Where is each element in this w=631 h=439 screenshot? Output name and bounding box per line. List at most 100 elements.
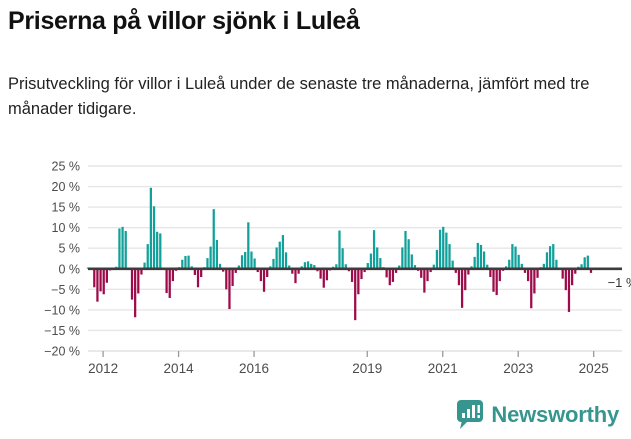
- bar: [124, 230, 127, 269]
- y-tick-label: −20 %: [44, 345, 80, 359]
- bar: [212, 209, 215, 269]
- bar: [398, 265, 401, 269]
- y-tick-label: 20 %: [52, 180, 81, 194]
- bar: [467, 268, 470, 275]
- bar: [130, 268, 134, 300]
- bar: [498, 268, 501, 282]
- bar: [196, 268, 200, 288]
- bar: [479, 244, 483, 269]
- bar: [564, 268, 567, 291]
- bar: [445, 232, 448, 269]
- bar: [486, 264, 489, 269]
- bar: [206, 258, 209, 269]
- bar: [520, 263, 523, 269]
- bar: [394, 268, 398, 273]
- bar: [143, 262, 146, 269]
- bar: [99, 268, 102, 292]
- bar: [523, 268, 527, 273]
- bar: [580, 264, 583, 269]
- bar: [275, 247, 278, 269]
- bar: [231, 268, 234, 287]
- bar: [288, 265, 291, 269]
- bar: [338, 230, 341, 269]
- bar: [570, 268, 574, 286]
- bar: [262, 268, 266, 292]
- bar: [215, 240, 219, 269]
- bar: [344, 264, 347, 269]
- bar: [218, 263, 222, 269]
- bar: [93, 268, 96, 288]
- bar: [244, 251, 247, 269]
- bar: [495, 268, 498, 296]
- bar: [442, 226, 445, 269]
- bar: [457, 268, 461, 286]
- bar: [247, 222, 250, 269]
- bar: [291, 268, 294, 274]
- x-tick-label: 2021: [428, 361, 458, 376]
- newsworthy-logo[interactable]: Newsworthy: [457, 400, 619, 430]
- bar: [152, 206, 156, 269]
- bar: [272, 258, 275, 269]
- bar: [536, 268, 539, 278]
- bar: [313, 265, 316, 269]
- bar: [165, 268, 168, 294]
- y-tick-label: 10 %: [52, 221, 81, 235]
- bar: [407, 239, 410, 269]
- bar: [552, 244, 555, 269]
- bar: [322, 268, 325, 288]
- y-tick-label: 25 %: [52, 160, 81, 174]
- bar: [561, 268, 564, 279]
- bar: [228, 268, 231, 310]
- bar: [325, 268, 329, 281]
- bar: [284, 252, 288, 269]
- bar: [545, 252, 549, 269]
- y-tick-label: 0 %: [58, 262, 80, 276]
- bar-series: [86, 187, 593, 321]
- bar: [156, 231, 159, 269]
- bar: [388, 268, 391, 286]
- bar: [297, 268, 300, 274]
- bar: [391, 268, 395, 282]
- newsworthy-bar-chart-bubble-icon: [457, 400, 484, 429]
- y-axis-ticks: 25 % 20 % 15 % 10 % 5 % 0 % −5 % −10 % −15 % −20 …: [44, 160, 80, 359]
- bar: [350, 268, 354, 282]
- bar: [401, 247, 404, 269]
- bar: [508, 259, 511, 269]
- x-tick-label: 2014: [164, 361, 195, 376]
- bar: [464, 268, 467, 291]
- bar: [225, 268, 228, 290]
- bar: [118, 228, 121, 269]
- bar: [281, 235, 285, 269]
- chart-svg: 25 % 20 % 15 % 10 % 5 % 0 % −5 % −10 % −15 % −20 …: [44, 160, 631, 377]
- bar: [354, 268, 357, 321]
- bar: [259, 268, 263, 282]
- bar: [482, 251, 486, 269]
- y-tick-label: 15 %: [52, 201, 81, 215]
- bar: [310, 263, 313, 269]
- bar: [105, 268, 108, 283]
- bar: [357, 268, 360, 295]
- bar: [426, 268, 429, 282]
- bar: [583, 257, 586, 269]
- bar: [171, 268, 175, 282]
- bar: [533, 268, 536, 294]
- bar: [410, 254, 413, 269]
- bar: [193, 268, 197, 275]
- bar: [530, 268, 533, 309]
- bar: [376, 247, 379, 269]
- bar: [473, 256, 476, 269]
- bar: [187, 255, 190, 269]
- bar: [146, 244, 149, 269]
- bar: [200, 268, 203, 277]
- bar: [306, 261, 310, 269]
- bar: [102, 268, 105, 295]
- gridlines: [88, 165, 622, 352]
- bar: [517, 254, 520, 269]
- bar: [363, 268, 366, 273]
- bar: [121, 226, 124, 269]
- chart-subtitle: Prisutveckling för villor i Luleå under …: [8, 75, 590, 118]
- y-tick-label: 5 %: [58, 242, 80, 256]
- bar: [429, 268, 432, 273]
- bar: [548, 246, 552, 269]
